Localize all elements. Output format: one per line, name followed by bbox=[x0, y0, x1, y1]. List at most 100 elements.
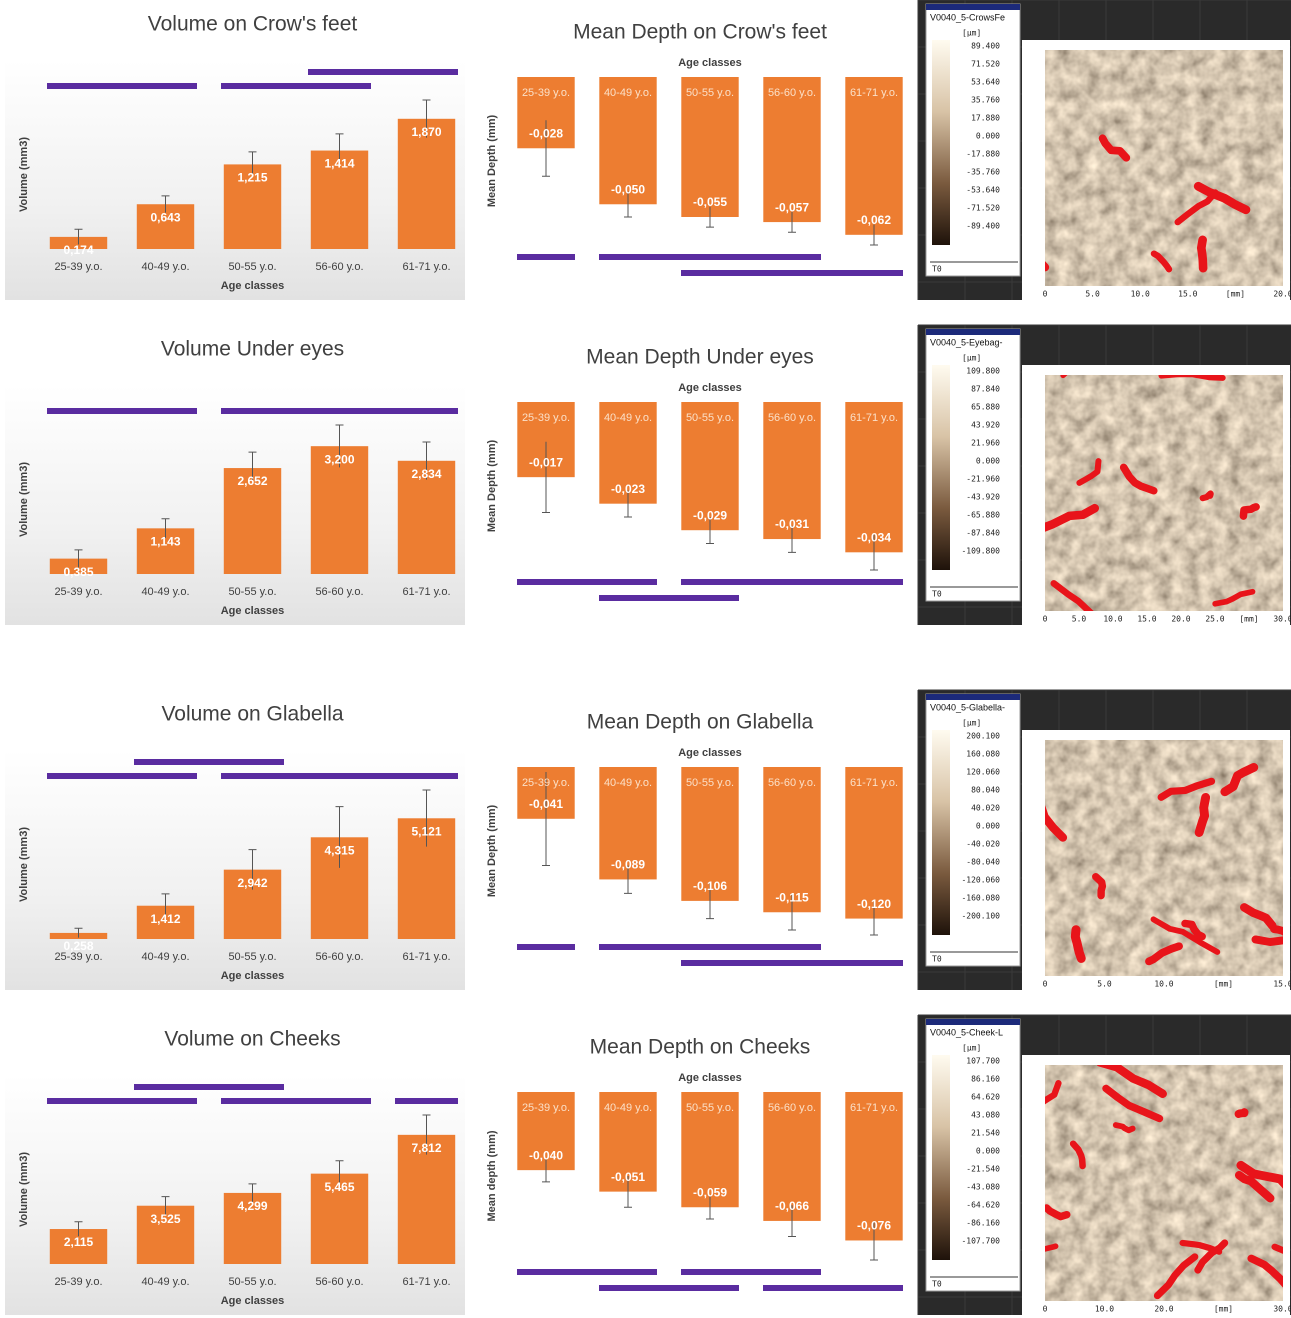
value-label: 0,174 bbox=[63, 243, 93, 257]
colorbar bbox=[932, 730, 950, 935]
scale-label: 0.000 bbox=[976, 457, 1000, 466]
image-x-label: 5.0 bbox=[1072, 615, 1087, 624]
window-titlebar bbox=[926, 329, 1020, 335]
y-axis-label: Volume (mm3) bbox=[18, 462, 30, 537]
scale-label: 86.160 bbox=[971, 1075, 1000, 1084]
value-label: 0,385 bbox=[63, 565, 93, 579]
scan-title: V0040_5-Glabella- bbox=[930, 702, 1005, 712]
value-label: -0,050 bbox=[611, 182, 645, 196]
image-x-label: 5.0 bbox=[1097, 980, 1112, 989]
value-label: 0,643 bbox=[150, 210, 180, 224]
x-axis-label: Age classes bbox=[678, 382, 742, 394]
value-label: -0,076 bbox=[857, 1219, 891, 1233]
scale-label: 109.800 bbox=[966, 367, 1000, 376]
wrinkle-mark bbox=[1201, 240, 1203, 268]
image-x-label: [mm] bbox=[1239, 615, 1258, 624]
x-tick-label: 50-55 y.o. bbox=[686, 412, 734, 424]
scale-label: 0.000 bbox=[976, 822, 1000, 831]
value-label: 7,812 bbox=[411, 1141, 441, 1155]
x-tick-label: 25-39 y.o. bbox=[54, 951, 102, 963]
scale-label: 17.880 bbox=[971, 114, 1000, 123]
window-titlebar bbox=[926, 1019, 1020, 1025]
image-x-label: 20.0 bbox=[1154, 1305, 1173, 1314]
y-axis-label: Mean depth (mm) bbox=[486, 1130, 498, 1221]
x-tick-label: 25-39 y.o. bbox=[54, 1276, 102, 1288]
x-tick-label: 61-71 y.o. bbox=[402, 1276, 450, 1288]
value-label: -0,057 bbox=[775, 200, 809, 214]
chart-title: Volume on Glabella bbox=[161, 703, 343, 726]
x-axis-label: Age classes bbox=[678, 1072, 742, 1084]
image-x-label: 20.0 bbox=[1273, 290, 1291, 299]
x-tick-label: 50-55 y.o. bbox=[686, 87, 734, 99]
scale-label: 43.080 bbox=[971, 1111, 1000, 1120]
value-label: 5,465 bbox=[324, 1180, 354, 1194]
value-label: 1,414 bbox=[324, 157, 354, 171]
value-label: -0,041 bbox=[529, 797, 563, 811]
scale-label: -17.880 bbox=[966, 150, 1000, 159]
x-tick-label: 56-60 y.o. bbox=[315, 1276, 363, 1288]
x-tick-label: 25-39 y.o. bbox=[522, 777, 570, 789]
scale-label: -120.060 bbox=[961, 876, 1000, 885]
scale-label: -107.700 bbox=[961, 1237, 1000, 1246]
time-label: T0 bbox=[932, 265, 942, 274]
y-axis-label: Mean Depth (mm) bbox=[486, 440, 498, 533]
scale-label: 65.880 bbox=[971, 403, 1000, 412]
skin-image bbox=[1045, 50, 1283, 286]
image-x-label: 15.0 bbox=[1137, 615, 1156, 624]
scale-label: -160.080 bbox=[961, 894, 1000, 903]
scale-label: -89.400 bbox=[966, 222, 1000, 231]
scale-label: -109.800 bbox=[961, 547, 1000, 556]
x-tick-label: 61-71 y.o. bbox=[402, 261, 450, 273]
scale-label: -80.040 bbox=[966, 858, 1000, 867]
image-x-label: 10.0 bbox=[1095, 1305, 1114, 1314]
value-label: -0,017 bbox=[529, 455, 563, 469]
chart-title: Volume on Crow's feet bbox=[148, 13, 358, 36]
x-tick-label: 56-60 y.o. bbox=[315, 951, 363, 963]
scale-label: -87.840 bbox=[966, 529, 1000, 538]
scale-label: -71.520 bbox=[966, 204, 1000, 213]
image-x-label: 25.0 bbox=[1205, 615, 1224, 624]
value-label: 3,525 bbox=[150, 1212, 180, 1226]
x-tick-label: 25-39 y.o. bbox=[522, 412, 570, 424]
x-tick-label: 25-39 y.o. bbox=[54, 586, 102, 598]
scale-label: -40.020 bbox=[966, 840, 1000, 849]
image-x-label: 15.0 bbox=[1178, 290, 1197, 299]
x-axis-label: Age classes bbox=[221, 605, 285, 617]
image-x-label: 10.0 bbox=[1103, 615, 1122, 624]
x-tick-label: 40-49 y.o. bbox=[141, 261, 189, 273]
value-label: 4,315 bbox=[324, 843, 354, 857]
y-axis-label: Mean Depth (mm) bbox=[486, 805, 498, 898]
x-tick-label: 56-60 y.o. bbox=[315, 586, 363, 598]
scale-label: 107.700 bbox=[966, 1057, 1000, 1066]
scale-label: 160.080 bbox=[966, 750, 1000, 759]
x-tick-label: 50-55 y.o. bbox=[686, 777, 734, 789]
y-axis-label: Volume (mm3) bbox=[18, 1152, 30, 1227]
colorbar bbox=[932, 40, 950, 245]
value-label: 1,143 bbox=[150, 535, 180, 549]
value-label: 4,299 bbox=[237, 1199, 267, 1213]
scale-label: 21.960 bbox=[971, 439, 1000, 448]
time-label: T0 bbox=[932, 1280, 942, 1289]
x-tick-label: 40-49 y.o. bbox=[604, 87, 652, 99]
scale-label: 40.020 bbox=[971, 804, 1000, 813]
x-tick-label: 25-39 y.o. bbox=[522, 87, 570, 99]
scale-label: 53.640 bbox=[971, 78, 1000, 87]
scale-label: 120.060 bbox=[966, 768, 1000, 777]
scale-label: -21.540 bbox=[966, 1165, 1000, 1174]
value-label: 2,834 bbox=[411, 467, 441, 481]
x-tick-label: 40-49 y.o. bbox=[604, 412, 652, 424]
y-axis-label: Mean Depth (mm) bbox=[486, 115, 498, 208]
x-tick-label: 56-60 y.o. bbox=[768, 87, 816, 99]
scale-label: -64.620 bbox=[966, 1201, 1000, 1210]
x-tick-label: 56-60 y.o. bbox=[768, 777, 816, 789]
scale-label: 87.840 bbox=[971, 385, 1000, 394]
scale-label: 21.540 bbox=[971, 1129, 1000, 1138]
scale-unit: [µm] bbox=[962, 719, 981, 728]
value-label: 5,121 bbox=[411, 824, 441, 838]
scale-label: -86.160 bbox=[966, 1219, 1000, 1228]
x-tick-label: 61-71 y.o. bbox=[850, 777, 898, 789]
x-axis-label: Age classes bbox=[221, 1295, 285, 1307]
x-tick-label: 25-39 y.o. bbox=[54, 261, 102, 273]
value-label: -0,059 bbox=[693, 1185, 727, 1199]
chart-title: Mean Depth on Glabella bbox=[587, 711, 814, 734]
